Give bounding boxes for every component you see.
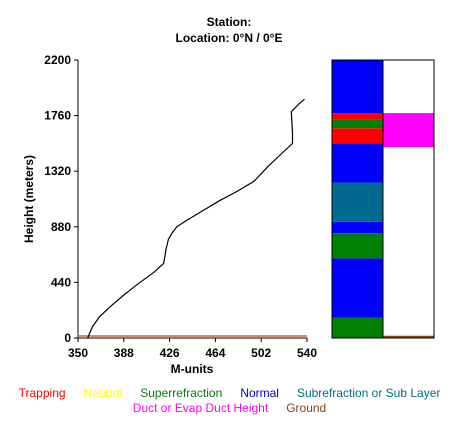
legend-row-2: Duct or Evap Duct Height Ground xyxy=(0,401,459,415)
refraction-segment xyxy=(332,119,383,129)
y-tick-label: 880 xyxy=(51,220,71,234)
x-tick-label: 464 xyxy=(205,346,225,360)
x-tick-label: 426 xyxy=(160,346,180,360)
duct-column xyxy=(383,113,434,338)
refraction-segment xyxy=(332,128,383,144)
refraction-segment xyxy=(332,182,383,222)
duct-segment xyxy=(383,113,434,148)
refraction-segment xyxy=(332,221,383,234)
x-tick-label: 350 xyxy=(68,346,88,360)
refraction-segment xyxy=(332,113,383,120)
axes xyxy=(77,60,307,339)
y-tick-label: 440 xyxy=(51,275,71,289)
legend-trapping: Trapping xyxy=(18,386,66,400)
y-axis-label: Height (meters) xyxy=(22,155,36,243)
x-tick-label: 388 xyxy=(114,346,134,360)
y-tick-labels: 0 440 880 1320 1760 2200 xyxy=(44,53,78,345)
x-tick-labels: 350 388 426 464 502 540 xyxy=(68,338,317,360)
station-label: Station: xyxy=(207,15,252,29)
legend-subrefraction: Subrefraction or Sub Layer xyxy=(296,386,441,400)
location-label: Location: 0°N / 0°E xyxy=(176,31,283,45)
legend-neutral: Neutral xyxy=(83,386,123,400)
y-tick-label: 0 xyxy=(64,331,71,345)
y-tick-label: 1760 xyxy=(44,109,71,123)
legend-ground: Ground xyxy=(286,401,327,415)
y-tick-label: 2200 xyxy=(44,53,71,67)
m-unit-profile-line xyxy=(87,98,305,339)
refraction-column xyxy=(332,60,383,338)
x-axis-label: M-units xyxy=(171,362,214,376)
y-tick-label: 1320 xyxy=(44,164,71,178)
legend-row-1: Trapping Neutral Superrefraction Normal Subr… xyxy=(0,386,459,400)
plot-area xyxy=(79,98,307,339)
legend-normal: Normal xyxy=(240,386,279,400)
refraction-segment xyxy=(332,317,383,338)
x-tick-label: 502 xyxy=(251,346,271,360)
refraction-segment xyxy=(332,233,383,259)
refraction-segment xyxy=(332,60,383,114)
refraction-segment xyxy=(332,258,383,318)
refraction-segment xyxy=(332,143,383,183)
legend-duct: Duct or Evap Duct Height xyxy=(132,401,269,415)
duct-segment xyxy=(383,335,434,338)
legend-superrefraction: Superrefraction xyxy=(140,386,223,400)
x-tick-label: 540 xyxy=(297,346,317,360)
